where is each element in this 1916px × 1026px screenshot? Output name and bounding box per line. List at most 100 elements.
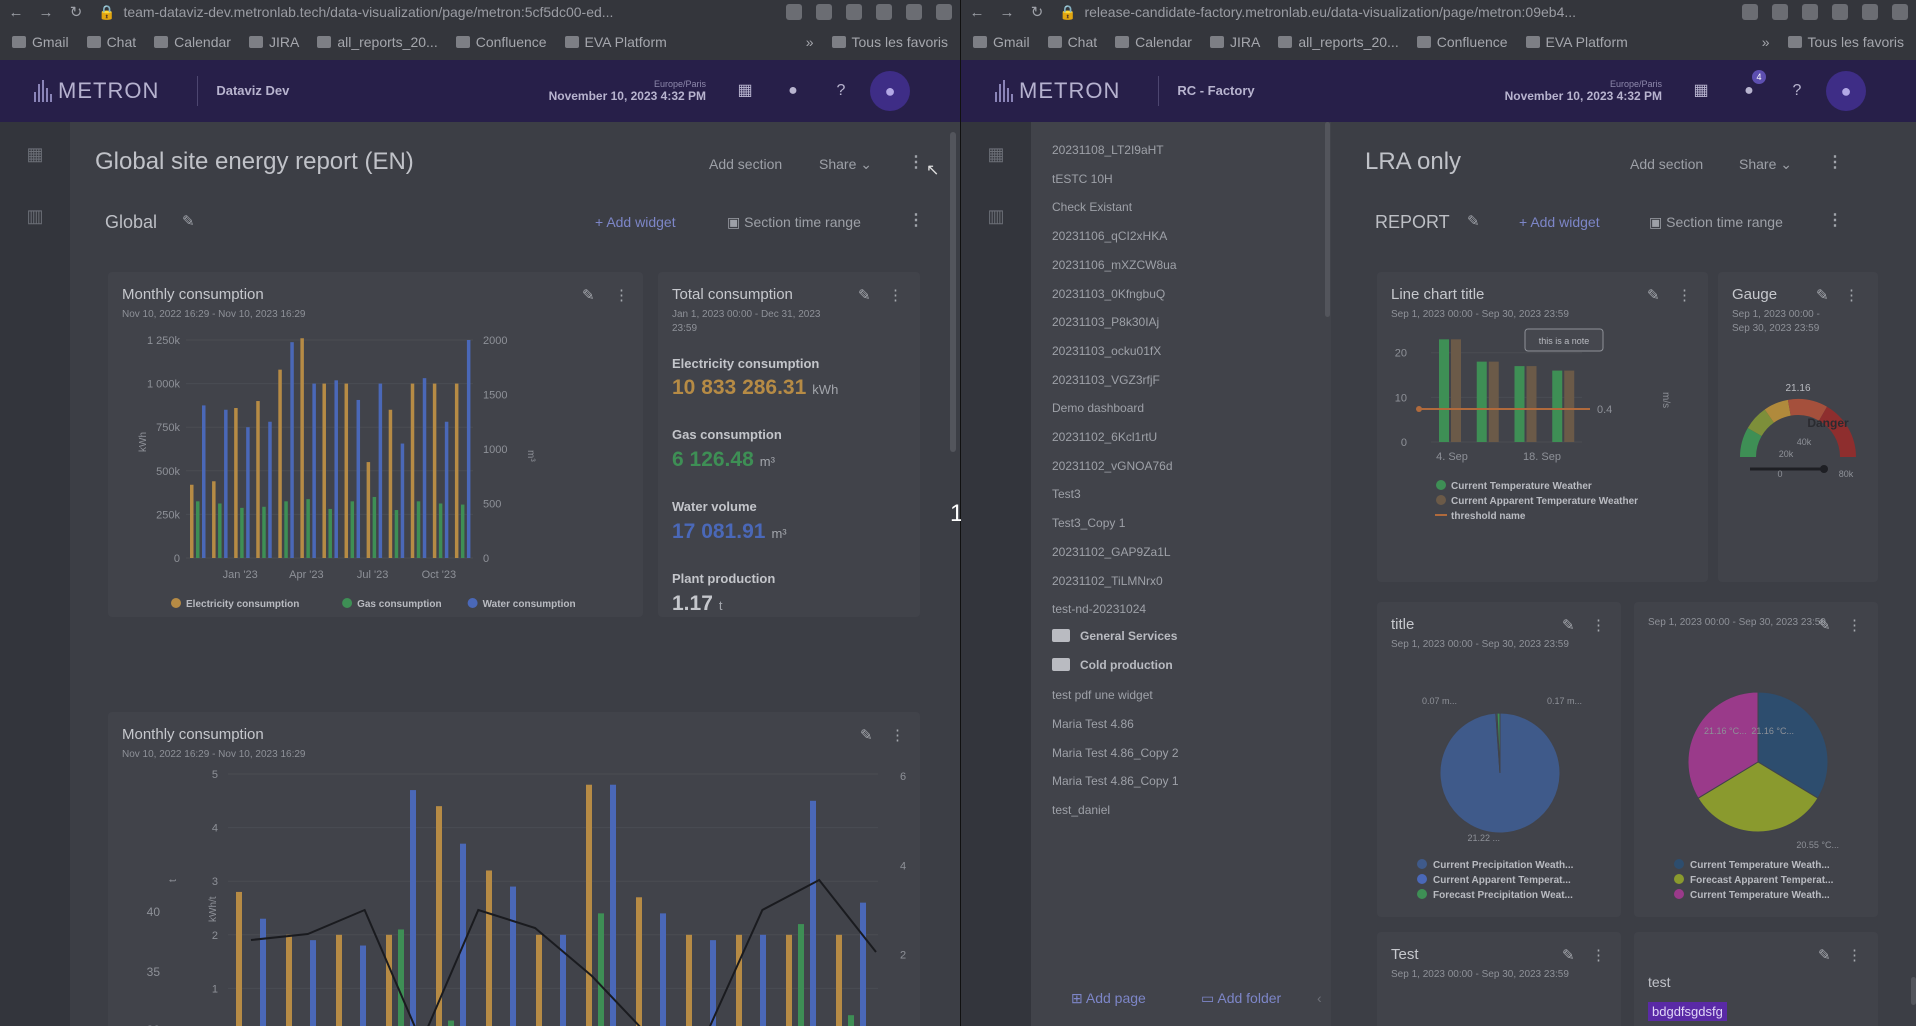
page-list-item[interactable]: 20231108_LT2I9aHT: [1052, 143, 1164, 157]
add-folder-button[interactable]: ▭ Add folder: [1201, 990, 1281, 1007]
widget-menu-icon[interactable]: ⋮: [1847, 947, 1862, 964]
edit-widget-icon[interactable]: ✎: [1562, 617, 1575, 634]
bookmark-gmail[interactable]: Gmail: [973, 34, 1030, 50]
widget-menu-icon[interactable]: ⋮: [888, 287, 903, 304]
puzzle-icon[interactable]: [846, 4, 862, 20]
share-button[interactable]: Share ⌄: [1739, 156, 1792, 173]
collapse-panel-chevron-icon[interactable]: ‹: [1317, 990, 1322, 1006]
page-list-item[interactable]: Demo dashboard: [1052, 401, 1145, 416]
page-list-item[interactable]: test pdf une widget: [1052, 688, 1153, 703]
page-list-item[interactable]: 20231103_VGZ3rfjF: [1052, 372, 1160, 387]
dashboard-icon[interactable]: ▦: [987, 144, 1005, 164]
sidebar-icon[interactable]: [906, 4, 922, 20]
metron-logo[interactable]: METRON: [34, 78, 159, 104]
chart-icon[interactable]: ▥: [26, 206, 44, 226]
address-bar[interactable]: 🔒 release-candidate-factory.metronlab.eu/…: [1059, 4, 1728, 21]
bell-icon[interactable]: ●: [788, 82, 798, 99]
download-icon[interactable]: [1832, 4, 1848, 20]
bookmark-confluence[interactable]: Confluence: [1416, 34, 1508, 50]
profile-icon[interactable]: [936, 4, 952, 20]
forward-icon[interactable]: →: [999, 3, 1015, 21]
address-bar[interactable]: 🔒 team-dataviz-dev.metronlab.tech/data-vi…: [98, 4, 772, 21]
extension-icon[interactable]: [786, 4, 802, 20]
bookmark-reports[interactable]: all_reports_20...: [317, 34, 438, 50]
widget-menu-icon[interactable]: ⋮: [1591, 617, 1606, 634]
bookmark-jira[interactable]: JIRA: [1209, 34, 1260, 50]
bookmark-jira[interactable]: JIRA: [248, 34, 299, 50]
user-avatar[interactable]: ●: [870, 71, 910, 111]
sidebar-icon[interactable]: [1862, 4, 1878, 20]
bookmark-gmail[interactable]: Gmail: [12, 34, 69, 50]
download-icon[interactable]: [876, 4, 892, 20]
add-page-button[interactable]: ⊞ Add page: [1071, 990, 1146, 1007]
page-list-item[interactable]: 20231102_GAP9Za1L: [1052, 544, 1171, 559]
all-bookmarks[interactable]: Tous les favoris: [831, 34, 948, 50]
user-avatar[interactable]: ●: [1826, 71, 1866, 111]
edit-widget-icon[interactable]: ✎: [1562, 947, 1575, 964]
all-bookmarks[interactable]: Tous les favoris: [1787, 34, 1904, 50]
edit-widget-icon[interactable]: ✎: [858, 287, 871, 304]
widget-menu-icon[interactable]: ⋮: [614, 287, 629, 304]
reload-icon[interactable]: ↻: [69, 4, 83, 21]
add-widget-button[interactable]: + Add widget: [1519, 214, 1600, 230]
help-icon[interactable]: ?: [836, 82, 846, 99]
back-icon[interactable]: ←: [8, 3, 24, 21]
page-list-item[interactable]: 20231106_mXZCW8ua: [1052, 257, 1177, 272]
page-list-item[interactable]: 20231102_TiLMNrx0: [1052, 573, 1163, 588]
widget-menu-icon[interactable]: ⋮: [1677, 287, 1692, 304]
section-menu-icon[interactable]: ⋮: [908, 212, 924, 229]
section-time-range-button[interactable]: ▣ Section time range: [727, 214, 861, 231]
page-list-item[interactable]: Test3_Copy 1: [1052, 516, 1126, 531]
page-list-item[interactable]: 20231103_P8k30IAj: [1052, 315, 1160, 330]
page-menu-icon[interactable]: ⋮: [1827, 154, 1843, 171]
edit-widget-icon[interactable]: ✎: [582, 287, 595, 304]
apps-grid-icon[interactable]: ▦: [737, 82, 753, 99]
page-menu-icon[interactable]: ⋮: [908, 154, 924, 171]
edit-widget-icon[interactable]: ✎: [860, 727, 873, 744]
profile-icon[interactable]: [1892, 4, 1908, 20]
page-list-folder[interactable]: General Services: [1052, 629, 1177, 643]
page-list-item[interactable]: 20231102_6Kcl1rtU: [1052, 430, 1158, 444]
section-menu-icon[interactable]: ⋮: [1827, 212, 1843, 229]
add-section-button[interactable]: Add section: [709, 156, 783, 172]
page-list-item[interactable]: Test3: [1052, 487, 1081, 502]
extension-icon[interactable]: [1742, 4, 1758, 20]
page-list-scrollbar[interactable]: [1325, 122, 1330, 317]
metron-logo[interactable]: METRON: [995, 78, 1120, 104]
edit-section-icon[interactable]: ✎: [1467, 213, 1480, 230]
bell-icon[interactable]: ● 4: [1740, 70, 1766, 100]
section-time-range-button[interactable]: ▣ Section time range: [1649, 214, 1783, 231]
bookmark-calendar[interactable]: Calendar: [154, 34, 231, 50]
add-widget-button[interactable]: + Add widget: [595, 214, 676, 230]
add-section-button[interactable]: Add section: [1630, 156, 1704, 172]
page-list-item[interactable]: 20231103_ocku01fX: [1052, 343, 1162, 358]
help-icon[interactable]: ?: [1792, 82, 1802, 99]
edit-widget-icon[interactable]: ✎: [1818, 947, 1831, 964]
page-list-item[interactable]: 20231103_0KfngbuQ: [1052, 286, 1166, 301]
bookmark-reports[interactable]: all_reports_20...: [1278, 34, 1399, 50]
content-scrollbar[interactable]: [950, 132, 956, 452]
forward-icon[interactable]: →: [38, 3, 54, 21]
bookmark-eva[interactable]: EVA Platform: [564, 34, 667, 50]
share-button[interactable]: Share ⌄: [819, 156, 872, 173]
widget-menu-icon[interactable]: ⋮: [1847, 617, 1862, 634]
page-list-item[interactable]: Check Existant: [1052, 200, 1133, 215]
page-list-item[interactable]: Maria Test 4.86_Copy 1: [1052, 774, 1179, 789]
page-list-item[interactable]: Maria Test 4.86_Copy 2: [1052, 745, 1179, 760]
content-scrollbar[interactable]: [1911, 977, 1916, 1005]
back-icon[interactable]: ←: [969, 3, 985, 21]
edit-widget-icon[interactable]: ✎: [1816, 287, 1829, 304]
reload-icon[interactable]: ↻: [1030, 4, 1044, 21]
bookmark-calendar[interactable]: Calendar: [1115, 34, 1192, 50]
chart-icon[interactable]: ▥: [987, 206, 1005, 226]
edit-widget-icon[interactable]: ✎: [1647, 287, 1660, 304]
bookmark-chat[interactable]: Chat: [86, 34, 136, 50]
widget-menu-icon[interactable]: ⋮: [1844, 287, 1859, 304]
page-list-item[interactable]: 20231102_vGNOA76d: [1052, 458, 1173, 473]
page-list-item[interactable]: test-nd-20231024: [1052, 602, 1147, 617]
extension-icon[interactable]: [1772, 4, 1788, 20]
widget-menu-icon[interactable]: ⋮: [890, 727, 905, 744]
widget-menu-icon[interactable]: ⋮: [1591, 947, 1606, 964]
bookmark-eva[interactable]: EVA Platform: [1525, 34, 1628, 50]
puzzle-icon[interactable]: [1802, 4, 1818, 20]
